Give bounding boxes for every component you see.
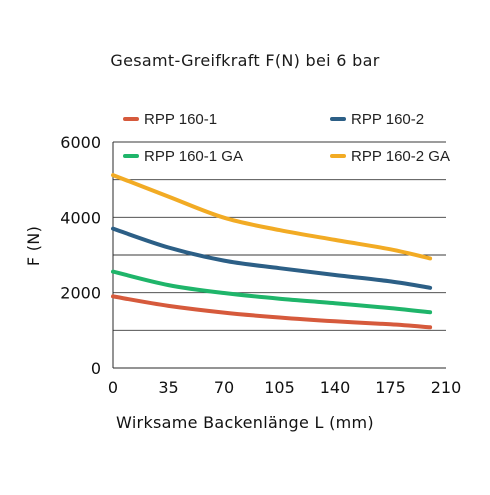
series-lines — [111, 173, 433, 330]
chart-title: Gesamt-Greifkraft F(N) bei 6 bar — [110, 51, 379, 70]
legend: RPP 160-1 RPP 160-2 RPP 160-1 GA RPP 160-2 … — [123, 111, 450, 165]
y-tick-label: 6000 — [60, 133, 101, 152]
x-tick-label: 105 — [264, 378, 295, 397]
series-line-3 — [111, 269, 433, 315]
x-tick-label: 140 — [320, 378, 351, 397]
x-tick-label: 0 — [108, 378, 118, 397]
x-axis-title: Wirksame Backenlänge L (mm) — [116, 413, 374, 432]
legend-label-3: RPP 160-1 GA — [144, 148, 243, 165]
x-tick-label: 35 — [158, 378, 178, 397]
series-line-1 — [111, 294, 433, 330]
series-line-2 — [111, 226, 433, 290]
axes — [112, 142, 446, 369]
x-tick-label: 210 — [431, 378, 462, 397]
tick-labels: 0 2000 4000 6000 0 35 70 105 140 175 210 — [60, 133, 461, 397]
y-axis-title: F (N) — [24, 226, 43, 266]
x-tick-label: 70 — [214, 378, 234, 397]
y-tick-label: 2000 — [60, 284, 101, 303]
grid — [113, 141, 446, 331]
series-line-4 — [111, 173, 433, 261]
legend-label-2: RPP 160-2 — [351, 111, 424, 128]
y-tick-label: 4000 — [60, 208, 101, 227]
x-tick-label: 175 — [375, 378, 406, 397]
y-tick-label: 0 — [91, 359, 101, 378]
legend-label-1: RPP 160-1 — [144, 111, 217, 128]
legend-label-4: RPP 160-2 GA — [351, 148, 450, 165]
